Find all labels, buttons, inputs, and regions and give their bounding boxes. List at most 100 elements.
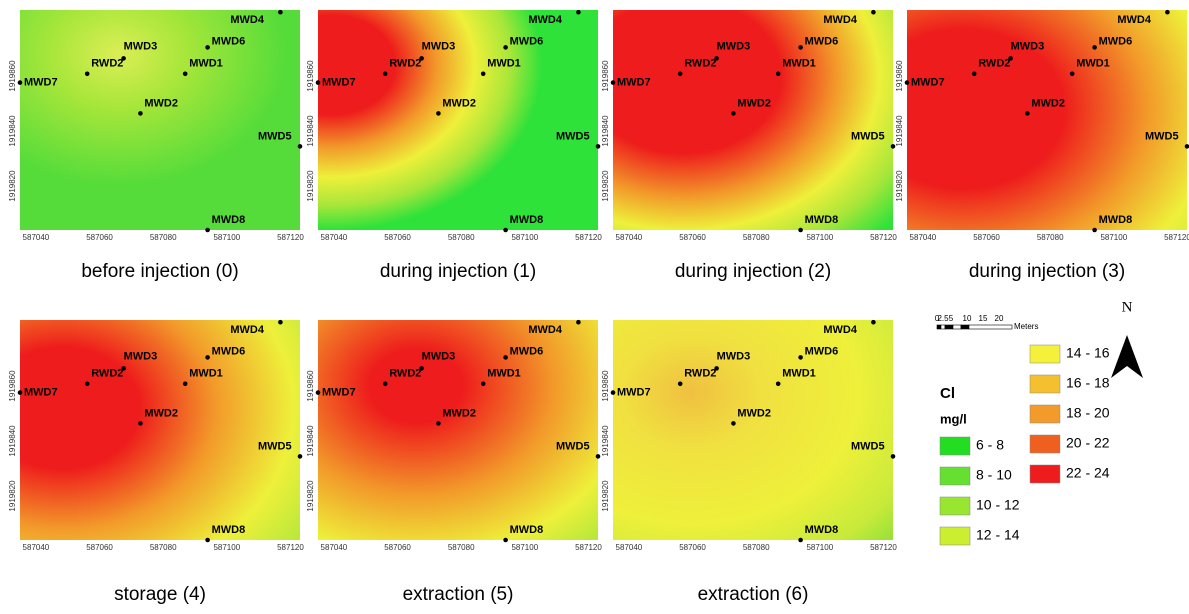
map-panel: 587040 587060 587080 587100 587120 1919820 191… — [601, 319, 897, 605]
map-panel: 587040 587060 587080 587100 587120 1919820 191… — [306, 319, 602, 605]
x-tick-label: 587060 — [384, 543, 411, 552]
x-tick-label: 587060 — [973, 233, 1000, 242]
legend-swatch — [1029, 464, 1061, 484]
concentration-surface — [907, 10, 1187, 230]
scale-unit: Meters — [1014, 322, 1038, 331]
well-label: MWD5 — [556, 130, 590, 142]
map-panel: 587040 587060 587080 587100 587120 1919820 191… — [601, 9, 897, 282]
well-label: MWD5 — [258, 130, 292, 142]
well-point — [871, 319, 876, 325]
x-tick-label: 587080 — [150, 233, 177, 242]
well-label: MWD6 — [510, 35, 544, 47]
scale-segment — [936, 324, 942, 330]
well-point — [121, 366, 126, 371]
scale-segment — [944, 324, 954, 330]
well-point — [297, 144, 303, 149]
concentration-surface — [20, 320, 300, 540]
scale-label: 15 — [979, 314, 988, 323]
well-point — [297, 454, 303, 459]
map-panel: 587040 587060 587080 587100 587120 1919820 191… — [306, 9, 602, 282]
well-point — [480, 71, 486, 77]
well-point — [278, 9, 283, 15]
well-point — [84, 381, 90, 387]
y-tick-label: 1919840 — [306, 425, 315, 457]
map-panel: 587040 587060 587080 587100 587120 1919820 191… — [8, 9, 304, 282]
legend-title: Cl — [940, 385, 955, 402]
panel-caption: storage (4) — [114, 584, 206, 605]
well-point — [84, 71, 90, 77]
well-point — [731, 111, 736, 116]
well-point — [677, 381, 683, 387]
scale-label: 5 — [949, 314, 954, 323]
x-tick-label: 587080 — [448, 233, 475, 242]
well-label: RWD2 — [978, 58, 1010, 70]
well-label: MWD5 — [1145, 130, 1179, 142]
well-point — [677, 71, 683, 77]
well-label: MWD2 — [442, 407, 476, 419]
y-tick-label: 1919840 — [895, 115, 904, 147]
x-tick-label: 587080 — [448, 543, 475, 552]
well-point — [798, 355, 803, 360]
well-label: MWD7 — [617, 387, 651, 399]
well-label: MWD1 — [189, 368, 223, 380]
well-label: MWD7 — [617, 77, 651, 89]
well-label: MWD4 — [230, 14, 264, 26]
panel-caption: during injection (3) — [969, 261, 1125, 282]
well-point — [382, 381, 388, 387]
well-label: RWD2 — [389, 368, 421, 380]
well-label: MWD1 — [189, 58, 223, 70]
legend-unit: mg/l — [940, 411, 967, 426]
x-tick-label: 587040 — [23, 543, 50, 552]
well-label: MWD1 — [487, 58, 521, 70]
well-point — [775, 71, 781, 77]
well-label: MWD8 — [212, 524, 246, 536]
legend-label: 20 - 22 — [1066, 435, 1110, 451]
x-tick-label: 587100 — [806, 233, 833, 242]
legend-label: 22 - 24 — [1066, 465, 1110, 481]
x-tick-label: 587100 — [213, 543, 240, 552]
scale-label: 2.5 — [937, 314, 949, 323]
legend-swatch — [1029, 344, 1061, 364]
well-point — [382, 71, 388, 77]
well-point — [17, 80, 23, 85]
well-point — [890, 144, 896, 149]
well-label: MWD6 — [805, 35, 839, 47]
well-point — [205, 45, 210, 50]
well-point — [610, 390, 616, 395]
north-label: N — [1122, 299, 1133, 315]
well-label: MWD7 — [911, 77, 945, 89]
well-label: MWD3 — [717, 40, 751, 52]
x-tick-label: 587060 — [86, 543, 113, 552]
panel-caption: extraction (5) — [403, 584, 514, 605]
well-label: RWD2 — [91, 368, 123, 380]
well-point — [904, 80, 910, 85]
well-label: MWD8 — [510, 214, 544, 226]
y-tick-label: 1919860 — [601, 370, 610, 402]
legend-label: 10 - 12 — [976, 497, 1020, 513]
well-point — [436, 421, 441, 426]
well-label: MWD8 — [212, 214, 246, 226]
well-label: MWD1 — [782, 58, 816, 70]
well-point — [798, 537, 803, 543]
well-point — [731, 421, 736, 426]
x-tick-label: 587080 — [743, 543, 770, 552]
well-label: MWD2 — [737, 97, 771, 109]
legend-swatch — [939, 526, 971, 546]
well-point — [714, 366, 719, 371]
legend-label: 14 - 16 — [1066, 345, 1110, 361]
legend-label: 6 - 8 — [976, 437, 1004, 453]
x-tick-label: 587120 — [1164, 233, 1189, 242]
concentration-surface — [318, 320, 598, 540]
well-point — [138, 421, 143, 426]
x-tick-label: 587100 — [1100, 233, 1127, 242]
well-label: MWD7 — [24, 387, 58, 399]
x-tick-label: 587040 — [321, 543, 348, 552]
legend-swatch — [939, 496, 971, 516]
y-tick-label: 1919820 — [895, 170, 904, 202]
panel-caption: before injection (0) — [81, 261, 238, 282]
legend-swatch — [1029, 404, 1061, 424]
panel-caption: during injection (2) — [675, 261, 831, 282]
well-label: MWD7 — [322, 77, 356, 89]
well-point — [971, 71, 977, 77]
x-tick-label: 587120 — [870, 233, 897, 242]
